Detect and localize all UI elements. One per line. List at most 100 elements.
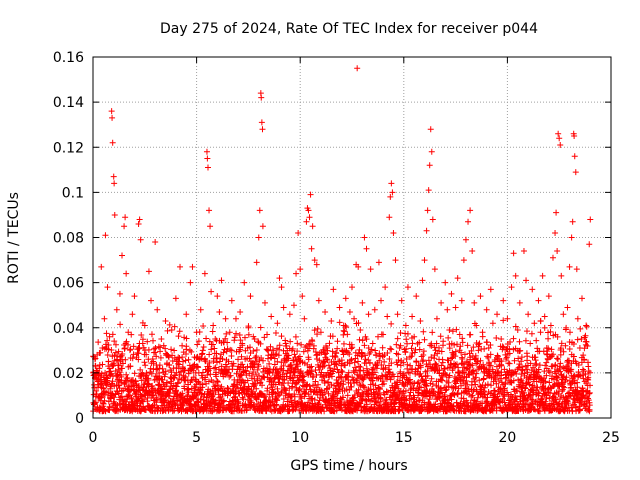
data-point-marker [475, 347, 482, 354]
data-point-marker [230, 360, 237, 367]
data-point-marker [181, 383, 188, 390]
data-point-marker [389, 189, 396, 196]
data-point-marker [543, 392, 550, 399]
data-point-marker [136, 345, 143, 352]
data-point-marker [415, 365, 422, 372]
data-point-marker [423, 227, 430, 234]
data-point-marker [294, 348, 301, 355]
data-point-marker [176, 355, 183, 362]
data-point-marker [269, 386, 276, 393]
data-point-marker [312, 378, 319, 385]
data-point-marker [487, 362, 494, 369]
data-point-marker [394, 361, 401, 368]
data-point-marker [454, 376, 461, 383]
data-point-marker [380, 380, 387, 387]
data-point-marker [309, 338, 316, 345]
data-point-marker [244, 363, 251, 370]
data-point-marker [371, 306, 378, 313]
data-point-marker [373, 365, 380, 372]
data-point-marker [172, 387, 179, 394]
data-point-marker [493, 334, 500, 341]
data-point-marker [224, 339, 231, 346]
data-point-marker [543, 345, 550, 352]
data-point-marker [313, 352, 320, 359]
data-point-marker [546, 379, 553, 386]
data-point-marker [581, 356, 588, 363]
data-point-marker [505, 360, 512, 367]
data-point-marker [212, 336, 219, 343]
data-point-marker [492, 376, 499, 383]
data-point-marker [199, 347, 206, 354]
data-point-marker [462, 385, 469, 392]
data-point-marker [463, 358, 470, 365]
data-point-marker [94, 351, 101, 358]
data-point-marker [387, 345, 394, 352]
data-point-marker [210, 322, 217, 329]
data-point-marker [185, 356, 192, 363]
data-point-marker [501, 393, 508, 400]
data-point-marker [386, 366, 393, 373]
data-point-marker [557, 360, 564, 367]
data-point-marker [586, 390, 593, 397]
data-point-marker [586, 389, 593, 396]
data-point-marker [523, 328, 530, 335]
data-point-marker [545, 367, 552, 374]
data-point-marker [336, 304, 343, 311]
data-point-marker [402, 349, 409, 356]
data-point-marker [378, 362, 385, 369]
data-point-marker [494, 356, 501, 363]
data-point-marker [406, 370, 413, 377]
data-point-marker [324, 345, 331, 352]
data-point-marker [395, 351, 402, 358]
x-tick-label: 15 [395, 430, 413, 446]
data-point-marker [414, 403, 421, 410]
data-point-marker [552, 229, 559, 236]
data-point-marker [251, 336, 258, 343]
data-point-marker [340, 322, 347, 329]
data-point-marker [467, 354, 474, 361]
data-point-marker [218, 277, 225, 284]
data-point-marker [388, 180, 395, 187]
data-point-marker [484, 381, 491, 388]
data-point-marker [150, 337, 157, 344]
data-point-marker [243, 372, 250, 379]
data-point-marker [458, 297, 465, 304]
data-point-marker [469, 392, 476, 399]
data-point-marker [185, 367, 192, 374]
data-point-marker [119, 360, 126, 367]
data-point-marker [271, 406, 278, 413]
data-point-marker [157, 354, 164, 361]
data-point-marker [430, 388, 437, 395]
data-point-marker [512, 272, 519, 279]
data-point-marker [415, 397, 422, 404]
data-point-marker [222, 335, 229, 342]
data-point-marker [502, 355, 509, 362]
data-point-marker [201, 270, 208, 277]
data-point-marker [178, 368, 185, 375]
data-point-marker [290, 302, 297, 309]
data-point-marker [445, 334, 452, 341]
data-point-marker [286, 311, 293, 318]
data-point-marker [175, 333, 182, 340]
data-point-marker [416, 346, 423, 353]
data-point-marker [452, 304, 459, 311]
data-point-marker [560, 348, 567, 355]
data-point-marker [179, 390, 186, 397]
data-point-marker [575, 362, 582, 369]
data-point-marker [151, 345, 158, 352]
data-point-marker [218, 383, 225, 390]
data-point-marker [438, 348, 445, 355]
data-point-marker [222, 315, 229, 322]
data-point-marker [321, 408, 328, 415]
data-point-marker [425, 187, 432, 194]
data-point-marker [276, 275, 283, 282]
data-point-marker [199, 384, 206, 391]
data-point-marker [500, 297, 507, 304]
data-point-marker [291, 351, 298, 358]
data-point-marker [585, 374, 592, 381]
data-point-marker [277, 366, 284, 373]
data-point-marker [363, 365, 370, 372]
data-point-marker [481, 345, 488, 352]
data-point-marker [109, 331, 116, 338]
data-point-marker [340, 381, 347, 388]
